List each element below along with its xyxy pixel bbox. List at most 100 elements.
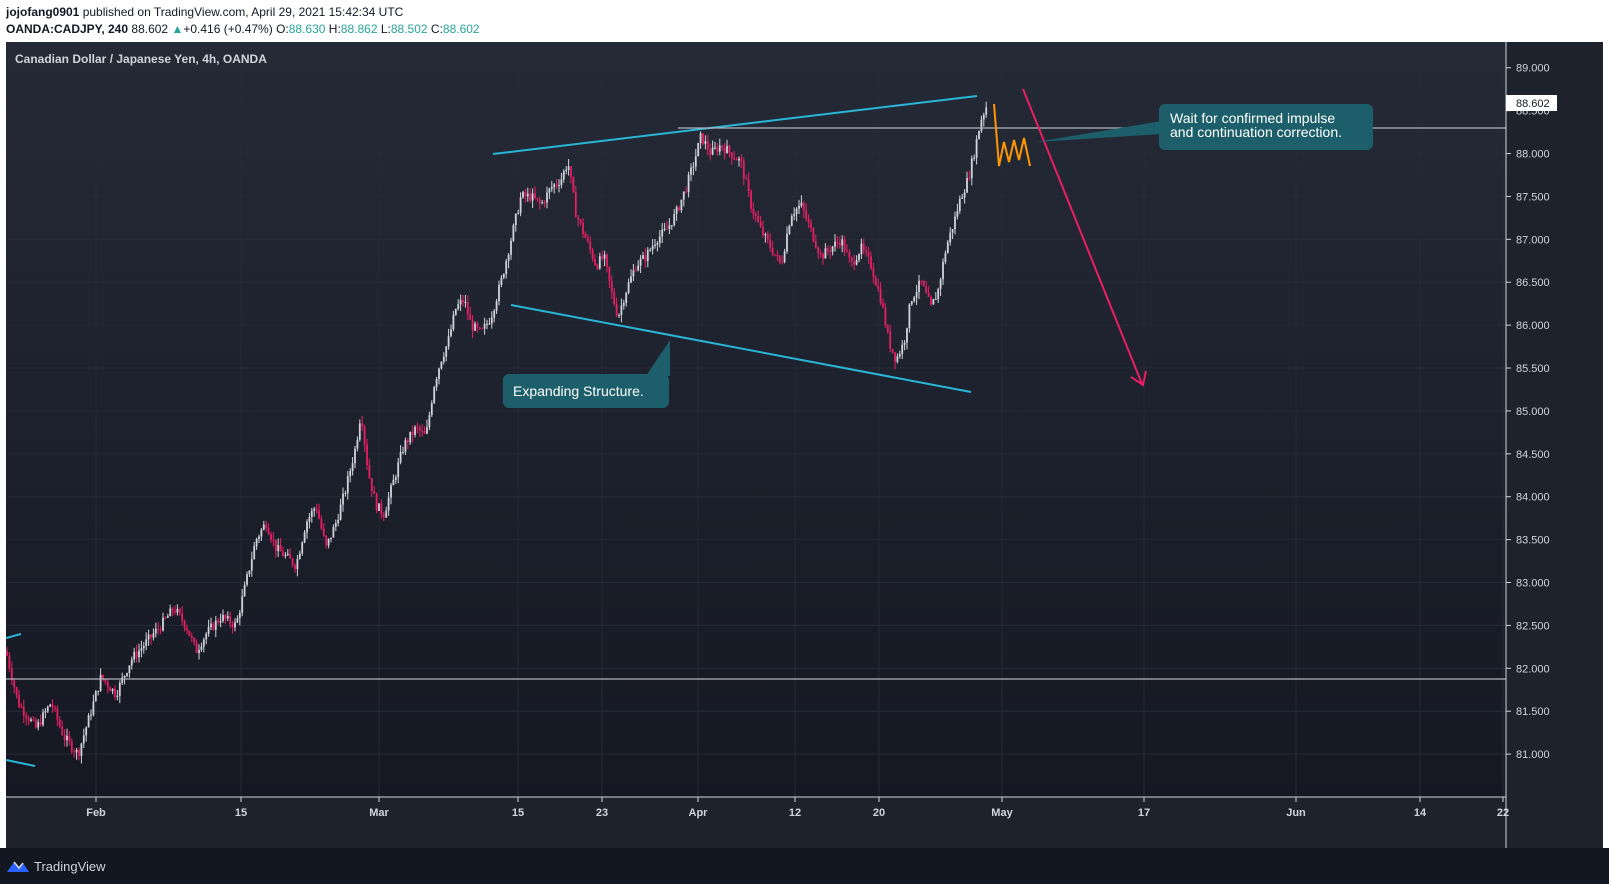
candle <box>145 632 148 651</box>
candle <box>646 247 649 268</box>
price-change: +0.416 (+0.47%) <box>183 22 273 36</box>
candle <box>903 339 906 351</box>
candle <box>886 323 889 334</box>
candle <box>802 200 805 219</box>
candle <box>378 503 380 512</box>
candle <box>613 287 616 306</box>
candle <box>140 640 143 658</box>
current-price-label: 88.602 <box>1516 98 1550 110</box>
candle <box>445 345 448 362</box>
candle <box>721 144 724 151</box>
price-chart[interactable]: Wait for confirmed impulse and continuat… <box>5 42 1603 848</box>
candle <box>824 243 827 259</box>
candle <box>486 319 488 330</box>
candle <box>102 674 104 682</box>
candle <box>810 218 812 232</box>
upper-callout-pointer <box>1036 121 1162 142</box>
upper-callout-box[interactable] <box>1159 104 1373 150</box>
candle <box>226 611 229 622</box>
lower-callout-box[interactable] <box>503 374 669 408</box>
candle <box>694 148 697 172</box>
candle <box>697 142 700 157</box>
candle <box>483 317 486 335</box>
price-axis[interactable]: 89.00088.50088.00087.50087.00086.50086.0… <box>1506 63 1550 761</box>
candle <box>850 256 853 267</box>
candle <box>735 157 738 161</box>
candle <box>298 550 301 560</box>
candle <box>757 210 760 223</box>
candle <box>726 139 728 154</box>
candle <box>390 482 392 505</box>
candle <box>159 626 162 635</box>
tradingview-logo-icon <box>7 861 29 872</box>
candle <box>186 624 188 635</box>
author-name[interactable]: jojofang0901 <box>6 5 80 19</box>
candle <box>534 186 536 200</box>
x-tick-label: Mar <box>369 807 389 819</box>
candle <box>954 211 956 235</box>
candle <box>265 520 268 532</box>
candle <box>234 618 236 632</box>
candle <box>843 235 846 257</box>
candle <box>894 351 896 370</box>
candle <box>498 280 500 306</box>
candle <box>678 205 680 212</box>
candle <box>759 215 762 228</box>
candle <box>44 708 47 719</box>
candle <box>258 534 260 543</box>
candle <box>606 253 608 273</box>
candle <box>656 241 659 252</box>
candle <box>80 742 83 764</box>
x-tick-label: 23 <box>596 807 608 819</box>
x-tick-label: 17 <box>1138 807 1150 819</box>
candle <box>193 637 196 646</box>
y-tick-label: 83.000 <box>1516 578 1550 590</box>
candle <box>409 431 412 445</box>
upper-trendline[interactable] <box>492 95 978 155</box>
candle <box>838 236 841 249</box>
tradingview-brand: TradingView <box>34 858 106 874</box>
bearish-arrow-line[interactable] <box>1022 88 1143 385</box>
chart-container[interactable]: Wait for confirmed impulse and continuat… <box>5 42 1603 848</box>
candle <box>229 611 232 629</box>
candle <box>670 225 673 230</box>
candle <box>548 187 551 200</box>
candle <box>169 604 172 617</box>
candle <box>783 248 786 264</box>
left-trendline-upper[interactable] <box>5 633 22 639</box>
candle <box>306 519 308 539</box>
candle <box>718 138 721 156</box>
close-value: 88.602 <box>442 22 480 36</box>
candle <box>126 672 128 678</box>
candle <box>853 255 856 271</box>
candle <box>356 436 359 452</box>
candle <box>512 223 515 242</box>
candle <box>481 327 484 330</box>
candle <box>706 134 709 156</box>
candle <box>284 552 287 559</box>
candle <box>728 144 731 158</box>
tradingview-logo[interactable]: TradingView <box>6 858 106 874</box>
candle <box>440 361 443 370</box>
lower-trendline[interactable] <box>510 304 972 393</box>
candle <box>68 730 71 746</box>
candle <box>658 229 661 248</box>
candle <box>690 163 692 182</box>
upper-callout-line-1: Wait for confirmed impulse <box>1170 110 1335 126</box>
left-trendline-lower[interactable] <box>5 759 36 767</box>
candle <box>582 218 584 238</box>
projection-path[interactable] <box>993 103 1031 167</box>
candle <box>212 622 215 631</box>
candle <box>526 187 529 202</box>
candle <box>188 630 191 637</box>
candle <box>819 249 822 258</box>
time-axis[interactable]: Feb 15 Mar 15 23 Apr 12 20 May 17 Jun 14 22 <box>86 797 1509 819</box>
bearish-arrow-head[interactable] <box>1130 370 1147 387</box>
candle <box>34 717 37 729</box>
candle <box>106 679 109 694</box>
candle <box>15 686 18 699</box>
candle <box>942 258 944 285</box>
candle <box>493 309 496 323</box>
candle <box>289 548 292 559</box>
candle <box>898 350 901 359</box>
